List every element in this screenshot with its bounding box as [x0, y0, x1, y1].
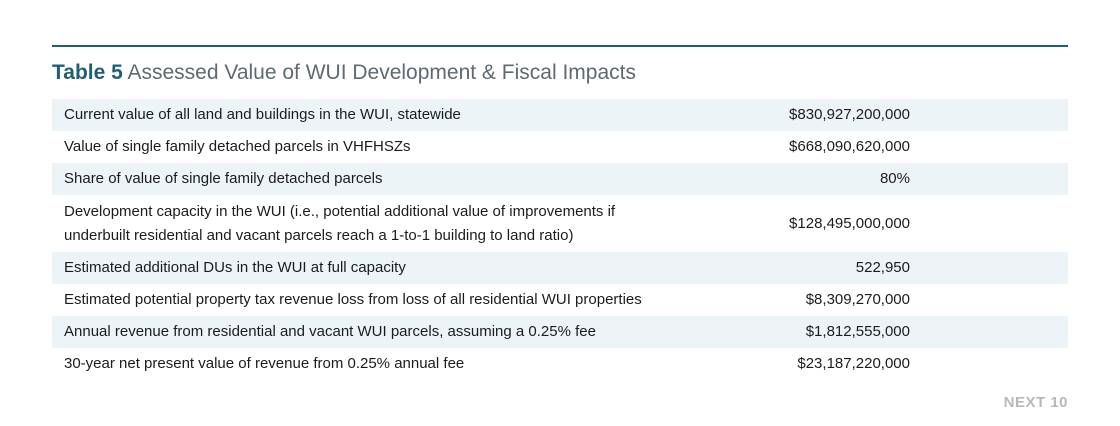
table-row: Annual revenue from residential and vaca… [52, 316, 1068, 348]
row-description: 30-year net present value of revenue fro… [64, 355, 465, 372]
table-title: Table 5 Assessed Value of WUI Developmen… [52, 59, 636, 87]
fiscal-impacts-table: Current value of all land and buildings … [52, 99, 1068, 380]
row-value: $128,495,000,000 [789, 214, 910, 232]
table-number-label: Table 5 [52, 61, 123, 84]
table-title-text: Assessed Value of WUI Development & Fisc… [127, 61, 636, 84]
table-row: Value of single family detached parcels … [52, 131, 1068, 163]
table-row: Share of value of single family detached… [52, 163, 1068, 195]
row-value: $830,927,200,000 [766, 99, 1068, 131]
row-value: $23,187,220,000 [797, 355, 910, 372]
row-description: Estimated additional DUs in the WUI at f… [52, 252, 766, 284]
row-value: $8,309,270,000 [805, 291, 910, 308]
row-description: Estimated potential property tax revenue… [64, 291, 642, 308]
row-value: 80% [766, 163, 1068, 195]
row-value: $1,812,555,000 [766, 316, 1068, 348]
row-description: Annual revenue from residential and vaca… [52, 316, 766, 348]
row-description: Value of single family detached parcels … [64, 138, 411, 155]
table-row: Estimated additional DUs in the WUI at f… [52, 252, 1068, 284]
brand-logo-text: NEXT 10 [1003, 394, 1068, 411]
row-description: Development capacity in the WUI (i.e., p… [52, 195, 766, 252]
table-row: Development capacity in the WUI (i.e., p… [52, 195, 1068, 252]
row-description-line-2: underbuilt residential and vacant parcel… [64, 226, 574, 244]
top-rule [52, 45, 1068, 47]
row-description: Share of value of single family detached… [52, 163, 766, 195]
table-row: Estimated potential property tax revenue… [52, 284, 1068, 316]
table-row: Current value of all land and buildings … [52, 99, 1068, 131]
row-value: 522,950 [766, 252, 1068, 284]
row-value: $668,090,620,000 [789, 138, 910, 155]
row-description: Current value of all land and buildings … [52, 99, 766, 131]
row-description-line-1: Development capacity in the WUI (i.e., p… [64, 202, 616, 220]
table-row: 30-year net present value of revenue fro… [52, 348, 1068, 380]
